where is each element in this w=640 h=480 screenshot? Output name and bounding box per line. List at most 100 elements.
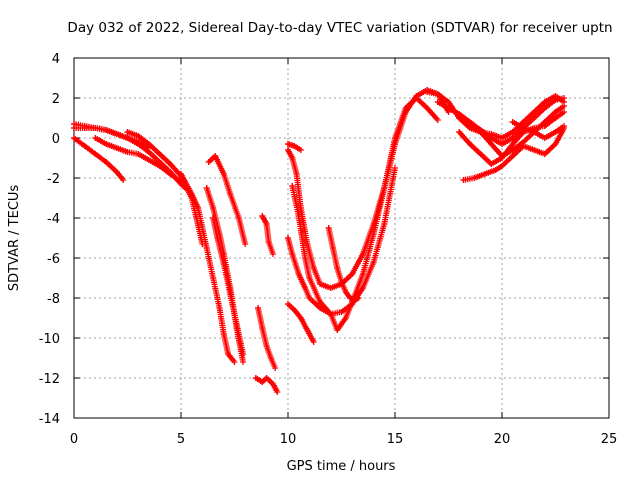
data-point (259, 213, 266, 219)
data-point (561, 103, 568, 109)
data-point (297, 147, 304, 153)
series-arc12 (259, 213, 277, 257)
data-point (359, 285, 366, 291)
data-point (295, 213, 302, 219)
data-point (541, 151, 548, 157)
data-point (317, 305, 324, 311)
data-point (531, 129, 538, 135)
y-tick-label: -8 (47, 292, 60, 307)
data-point (289, 183, 296, 189)
data-point (103, 141, 110, 147)
y-axis-title: SDTVAR / TECUs (7, 185, 22, 292)
data-point (289, 251, 296, 257)
data-point (267, 355, 274, 361)
data-point (338, 309, 345, 315)
data-point (509, 119, 516, 125)
data-point (120, 177, 127, 183)
data-point (274, 389, 281, 395)
series-arc15 (285, 165, 398, 317)
data-point (349, 271, 356, 277)
data-point (561, 109, 568, 115)
data-point (520, 125, 527, 131)
y-tick-label: -6 (47, 252, 60, 267)
data-point (285, 147, 291, 153)
series-arc10 (255, 305, 279, 371)
data-point (71, 135, 77, 141)
data-point (509, 153, 516, 159)
data-point (285, 235, 291, 241)
data-point (263, 221, 270, 227)
data-point (481, 171, 488, 177)
data-point (240, 359, 247, 365)
data-point (492, 167, 499, 173)
data-point (477, 151, 484, 157)
data-point (456, 129, 463, 135)
data-point (156, 163, 163, 169)
x-tick-label: 15 (387, 432, 404, 447)
series-arc3 (71, 125, 152, 151)
data-point (255, 305, 262, 311)
data-point (205, 159, 212, 165)
data-point (488, 135, 495, 141)
data-point (195, 205, 202, 211)
data-point (509, 129, 516, 135)
data-point (235, 215, 242, 221)
data-point (424, 105, 431, 111)
y-tick-label: 2 (52, 92, 60, 107)
data-point (71, 125, 77, 131)
data-point (252, 375, 259, 381)
y-tick-label: -2 (47, 172, 60, 187)
data-point (242, 241, 249, 247)
data-point (434, 117, 441, 123)
data-point (445, 105, 452, 111)
series-arc5 (124, 129, 206, 247)
data-point (265, 239, 272, 245)
series-trace (255, 305, 278, 369)
y-tick-label: -10 (39, 332, 60, 347)
data-point (466, 123, 473, 129)
series-trace (289, 95, 440, 333)
y-tick-label: -4 (47, 212, 60, 227)
chart-title: Day 032 of 2022, Sidereal Day-to-day VTE… (67, 20, 612, 36)
x-tick-label: 25 (601, 432, 618, 447)
data-point (233, 321, 240, 327)
data-point (338, 279, 345, 285)
data-point (227, 191, 234, 197)
data-point (167, 161, 174, 167)
data-point (317, 299, 324, 305)
data-point (520, 119, 527, 125)
data-point (214, 235, 221, 241)
data-point (541, 105, 548, 111)
series-arc8 (205, 153, 249, 247)
data-point (291, 307, 298, 313)
data-point (270, 381, 277, 387)
data-point (212, 153, 219, 159)
data-point (509, 135, 516, 141)
data-point (552, 97, 559, 103)
data-point (156, 151, 163, 157)
data-point (92, 151, 99, 157)
data-point (259, 379, 266, 385)
data-point (124, 135, 131, 141)
data-point (259, 325, 266, 331)
data-point (424, 89, 431, 95)
series-arc24 (509, 119, 568, 141)
series-arc6 (178, 171, 238, 365)
data-point (434, 99, 441, 105)
data-point (210, 275, 217, 281)
data-point (135, 139, 142, 145)
data-point (531, 147, 538, 153)
y-tick-label: -14 (39, 412, 60, 427)
plot-frame (73, 57, 610, 419)
data-point (488, 141, 495, 147)
data-point (293, 171, 300, 177)
data-point (466, 141, 473, 147)
data-point (304, 327, 311, 333)
data-point (291, 143, 298, 149)
data-point (471, 175, 478, 181)
y-tick-label: 0 (52, 132, 60, 147)
data-point (231, 359, 238, 365)
data-point (402, 105, 409, 111)
data-point (334, 327, 341, 333)
